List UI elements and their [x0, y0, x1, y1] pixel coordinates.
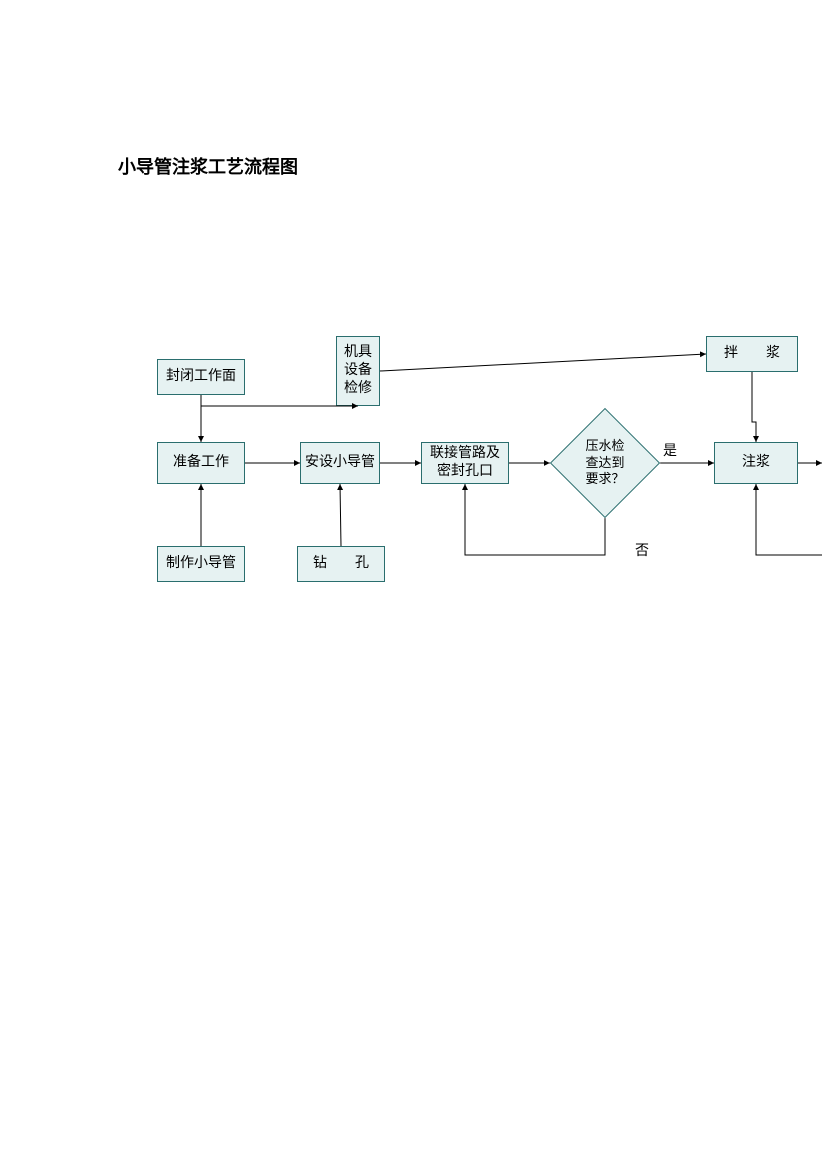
node-drill: 钻 孔 — [297, 546, 385, 582]
node-prepare: 准备工作 — [157, 442, 245, 484]
node-close-face: 封闭工作面 — [157, 359, 245, 395]
node-connect: 联接管路及密封孔口 — [421, 442, 509, 484]
edge-label-yes: 是 — [663, 440, 677, 460]
node-install: 安设小导管 — [300, 442, 380, 484]
node-make-pipe: 制作小导管 — [157, 546, 245, 582]
page-title: 小导管注浆工艺流程图 — [118, 153, 298, 179]
edge-label-no: 否 — [635, 540, 649, 560]
decision-check: 压水检查达到要求？ — [566, 424, 644, 502]
node-inject: 注浆 — [714, 442, 798, 484]
node-mix: 拌 浆 — [706, 336, 798, 372]
node-equipment: 机具设备检修 — [336, 336, 380, 406]
flowchart-canvas: 小导管注浆工艺流程图 封闭工作面 机具设备检修 拌 浆 准备工作 安设小导管 联… — [0, 0, 826, 1169]
